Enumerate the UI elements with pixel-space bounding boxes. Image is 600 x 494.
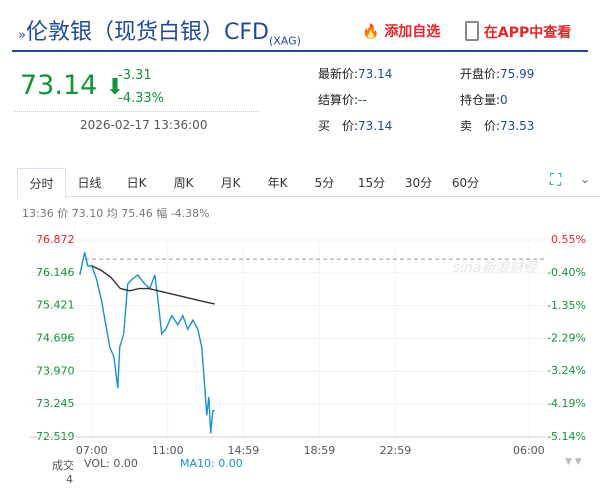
field: 持仓量:0 bbox=[460, 91, 508, 108]
field-label: 开盘价: bbox=[460, 67, 501, 81]
y2-tick-label: -0.40% bbox=[547, 266, 586, 279]
change: -3.31 bbox=[118, 68, 152, 83]
add-watchlist[interactable]: 🔥 添加自选 bbox=[362, 24, 441, 40]
field-value: 73.14 bbox=[358, 119, 393, 133]
open-app[interactable]: 在APP中查看 bbox=[465, 21, 571, 42]
change-pct: -4.33% bbox=[118, 91, 164, 106]
title-text: 伦敦银（现货白银）CFD bbox=[25, 20, 269, 45]
y-tick-label: 74.696 bbox=[36, 331, 75, 344]
series-line bbox=[79, 252, 215, 434]
x-tick-label: 11:00 bbox=[152, 444, 184, 457]
info-price: 73.10 bbox=[71, 207, 104, 220]
y2-tick-label: -1.35% bbox=[547, 299, 586, 312]
x-tick-label: 06:00 bbox=[513, 444, 545, 457]
dropdown[interactable]: ⌄ bbox=[580, 172, 591, 186]
watermark: sina新浪财经 bbox=[453, 260, 540, 276]
field-value: 73.53 bbox=[500, 119, 535, 133]
y-tick-label: 76.872 bbox=[36, 233, 75, 246]
price-value: 73.14 bbox=[20, 70, 98, 101]
y-tick-label: 73.245 bbox=[36, 397, 75, 410]
tab[interactable]: 60分 bbox=[451, 176, 480, 190]
add-text[interactable]: 添加自选 bbox=[384, 24, 441, 40]
fullscreen[interactable]: ⛶ bbox=[550, 170, 562, 189]
vol-label: 成交 bbox=[52, 459, 74, 472]
tab[interactable]: 日线 bbox=[77, 176, 102, 190]
tab[interactable]: 15分 bbox=[357, 176, 386, 190]
label: 均 bbox=[106, 207, 118, 220]
info-range: -4.38% bbox=[170, 207, 210, 220]
tabs: 分时 日线 日K 周K 月K 年K 5分 15分 30分 60分 bbox=[17, 168, 600, 198]
code: (XAG) bbox=[268, 34, 301, 48]
info: 13:36 价 73.10 均 75.46 幅 -4.38% bbox=[22, 205, 210, 221]
y2-tick-label: -5.14% bbox=[547, 430, 586, 443]
y2-tick-label: 0.55% bbox=[551, 233, 586, 246]
app-text[interactable]: 在APP中查看 bbox=[483, 25, 572, 41]
field-label: 买 价: bbox=[318, 119, 359, 133]
tab[interactable]: 年K bbox=[267, 176, 288, 190]
divider bbox=[12, 50, 588, 52]
dotted-line bbox=[15, 111, 260, 112]
field-label: 卖 价: bbox=[460, 119, 501, 133]
quote-time: 2026-02-17 13:36:00 bbox=[80, 118, 208, 132]
y2-tick-label: -3.24% bbox=[547, 364, 586, 377]
field: 卖 价:73.53 bbox=[460, 117, 534, 134]
field: 开盘价:75.99 bbox=[460, 65, 534, 82]
tab[interactable]: 日K bbox=[126, 176, 147, 190]
label: 价 bbox=[57, 207, 69, 220]
field: 买 价:73.14 bbox=[318, 117, 392, 134]
tab[interactable]: 周K bbox=[173, 176, 194, 190]
label: 幅 bbox=[156, 207, 168, 220]
x-tick-label: 18:59 bbox=[304, 444, 336, 457]
series-line bbox=[91, 265, 215, 305]
field-value: 73.14 bbox=[358, 67, 393, 81]
field-value: -- bbox=[358, 93, 367, 107]
field-label: 结算价: bbox=[318, 93, 359, 107]
field-label: 持仓量: bbox=[460, 93, 501, 107]
scroll-arrows[interactable]: ▼ ▼ bbox=[565, 457, 582, 467]
vol-count: 4 bbox=[66, 473, 73, 486]
x-tick-label: 14:59 bbox=[228, 444, 260, 457]
field: 结算价:-- bbox=[318, 91, 367, 108]
field: 最新价:73.14 bbox=[318, 65, 392, 82]
field-label: 最新价: bbox=[318, 67, 359, 81]
vol-ma: MA10: 0.00 bbox=[180, 457, 243, 470]
field-value: 75.99 bbox=[500, 67, 535, 81]
y2-tick-label: -2.29% bbox=[547, 331, 586, 344]
tab[interactable]: 分时 bbox=[17, 168, 66, 198]
y-tick-label: 75.421 bbox=[36, 299, 75, 312]
info-avg: 75.46 bbox=[121, 207, 153, 220]
y-tick-label: 76.146 bbox=[36, 266, 75, 279]
price: 73.14 ⬇ bbox=[20, 70, 125, 101]
title: »伦敦银（现货白银）CFD(XAG) bbox=[18, 20, 301, 48]
info-time: 13:36 bbox=[22, 207, 54, 220]
tab[interactable]: 30分 bbox=[404, 176, 433, 190]
tab[interactable]: 月K bbox=[220, 176, 241, 190]
y-tick-label: 73.970 bbox=[36, 364, 75, 377]
vol-value: VOL: 0.00 bbox=[84, 457, 138, 470]
tab[interactable]: 5分 bbox=[314, 176, 335, 190]
x-tick-label: 07:00 bbox=[76, 444, 108, 457]
field-value: 0 bbox=[500, 93, 508, 107]
y2-tick-label: -4.19% bbox=[547, 397, 586, 410]
x-tick-label: 22:59 bbox=[380, 444, 412, 457]
